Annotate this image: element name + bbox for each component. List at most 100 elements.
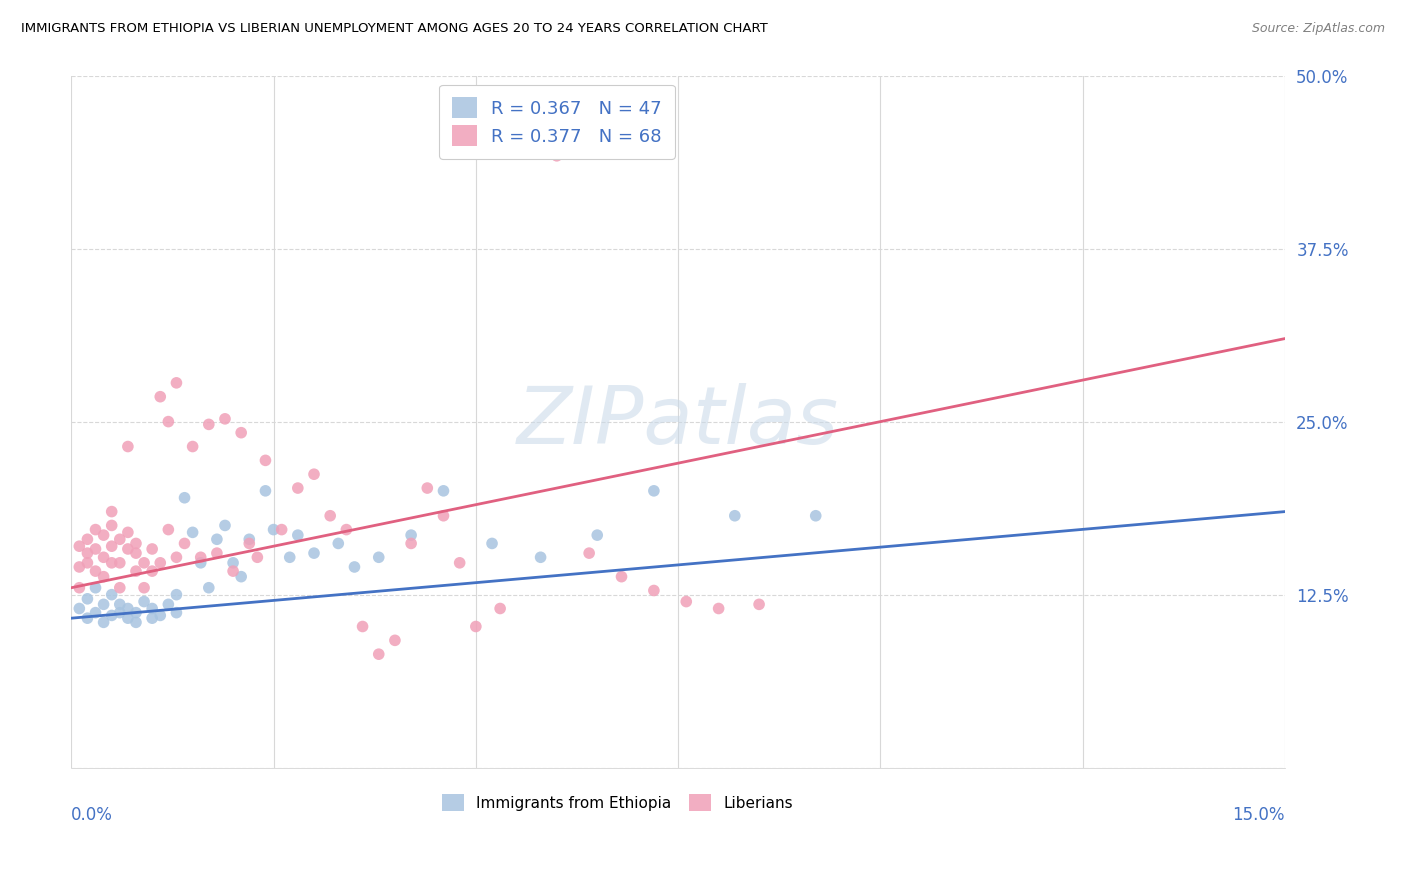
Point [67, 560, 90, 574]
Point [76, 556, 98, 570]
Point [270, 523, 292, 537]
Point [132, 581, 155, 595]
Point [157, 598, 180, 612]
Point [328, 536, 350, 550]
Point [108, 556, 131, 570]
Text: 0.0%: 0.0% [72, 805, 112, 824]
Point [748, 598, 770, 612]
Point [141, 541, 163, 556]
Point [117, 440, 139, 454]
Point [165, 376, 187, 390]
Text: Source: ZipAtlas.com: Source: ZipAtlas.com [1251, 22, 1385, 36]
Point [489, 601, 512, 615]
Point [302, 467, 325, 482]
Point [399, 536, 422, 550]
Point [157, 415, 180, 429]
Point [117, 601, 139, 615]
Point [238, 533, 260, 547]
Point [93, 615, 115, 630]
Point [157, 523, 180, 537]
Point [254, 453, 277, 467]
Point [367, 550, 389, 565]
Point [432, 483, 454, 498]
Point [263, 523, 285, 537]
Point [529, 550, 551, 565]
Point [804, 508, 827, 523]
Point [343, 560, 366, 574]
Point [231, 425, 253, 440]
Point [352, 619, 374, 633]
Point [84, 541, 107, 556]
Point [125, 564, 148, 578]
Point [205, 546, 228, 560]
Point [231, 569, 253, 583]
Text: 15.0%: 15.0% [1233, 805, 1285, 824]
Point [125, 615, 148, 630]
Point [278, 550, 301, 565]
Point [319, 508, 342, 523]
Point [643, 583, 665, 598]
Point [125, 606, 148, 620]
Point [513, 124, 536, 138]
Point [214, 518, 236, 533]
Point [287, 481, 309, 495]
Point [132, 594, 155, 608]
Point [165, 606, 187, 620]
Point [198, 417, 221, 432]
Point [100, 556, 122, 570]
Point [84, 606, 107, 620]
Point [93, 598, 115, 612]
Point [76, 533, 98, 547]
Point [481, 536, 503, 550]
Point [141, 611, 163, 625]
Point [100, 588, 122, 602]
Point [93, 550, 115, 565]
Point [125, 546, 148, 560]
Point [190, 550, 212, 565]
Point [173, 491, 195, 505]
Point [93, 569, 115, 583]
Point [108, 581, 131, 595]
Point [117, 611, 139, 625]
Point [76, 546, 98, 560]
Point [84, 523, 107, 537]
Point [149, 556, 172, 570]
Point [67, 539, 90, 553]
Point [246, 550, 269, 565]
Point [117, 525, 139, 540]
Point [724, 508, 747, 523]
Point [173, 536, 195, 550]
Point [399, 528, 422, 542]
Point [76, 611, 98, 625]
Point [100, 505, 122, 519]
Point [100, 608, 122, 623]
Point [416, 481, 439, 495]
Point [432, 508, 454, 523]
Legend: Immigrants from Ethiopia, Liberians: Immigrants from Ethiopia, Liberians [434, 786, 800, 819]
Point [643, 483, 665, 498]
Point [254, 483, 277, 498]
Point [586, 528, 609, 542]
Point [464, 619, 486, 633]
Point [384, 633, 406, 648]
Point [578, 546, 600, 560]
Point [190, 556, 212, 570]
Point [302, 546, 325, 560]
Point [108, 533, 131, 547]
Point [214, 412, 236, 426]
Point [205, 533, 228, 547]
Point [149, 608, 172, 623]
Point [100, 539, 122, 553]
Point [335, 523, 357, 537]
Point [100, 518, 122, 533]
Point [287, 528, 309, 542]
Text: IMMIGRANTS FROM ETHIOPIA VS LIBERIAN UNEMPLOYMENT AMONG AGES 20 TO 24 YEARS CORR: IMMIGRANTS FROM ETHIOPIA VS LIBERIAN UNE… [21, 22, 768, 36]
Point [238, 536, 260, 550]
Point [675, 594, 697, 608]
Point [84, 564, 107, 578]
Point [181, 525, 204, 540]
Point [367, 647, 389, 661]
Text: ZIPatlas: ZIPatlas [517, 383, 839, 460]
Point [125, 536, 148, 550]
Point [181, 440, 204, 454]
